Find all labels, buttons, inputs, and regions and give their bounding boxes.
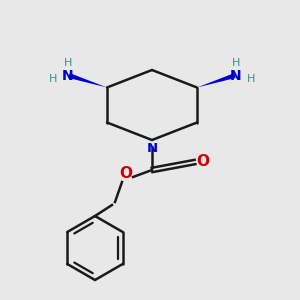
Polygon shape [197, 73, 236, 88]
Polygon shape [68, 73, 107, 88]
Text: N: N [146, 142, 158, 155]
Text: H: H [247, 74, 255, 85]
Text: H: H [64, 58, 72, 68]
Text: H: H [49, 74, 57, 85]
Text: N: N [230, 70, 242, 83]
Text: O: O [119, 167, 133, 182]
Text: H: H [232, 58, 240, 68]
Text: N: N [62, 70, 74, 83]
Text: O: O [196, 154, 209, 169]
